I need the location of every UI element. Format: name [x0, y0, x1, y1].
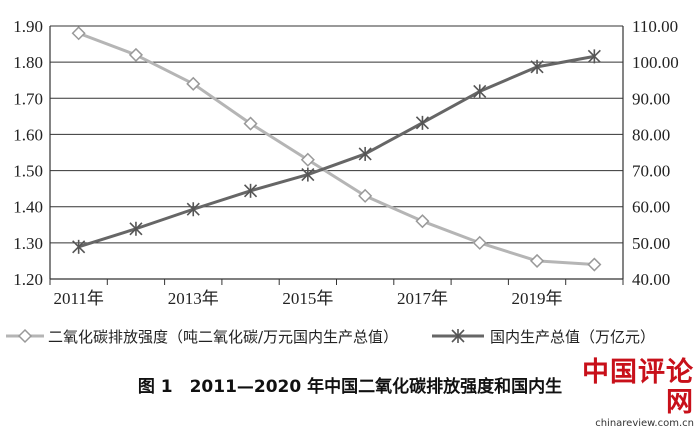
left-axis-ticks: 1.20 1.30 1.40 1.50 1.60 1.70 1.80 1.90 [13, 17, 43, 289]
data-point-intensity [186, 76, 201, 91]
data-point-gdp [587, 49, 601, 64]
series-line-gdp [78, 54, 595, 249]
axes [49, 26, 624, 285]
series-line-intensity [78, 31, 595, 267]
x-axis-ticks: 2011年 2013年 2015年 2017年 2019年 [53, 289, 562, 308]
right-tick-label: 110.00 [632, 17, 678, 36]
watermark-text: 中国评论网 [582, 357, 694, 418]
gridlines [50, 25, 623, 244]
left-tick-label: 1.90 [13, 17, 43, 36]
x-tick-label: 2013年 [168, 289, 219, 308]
left-tick-label: 1.60 [13, 125, 43, 144]
x-tick-label: 2019年 [512, 289, 563, 308]
legend-item-gdp: 国内生产总值（万亿元） [432, 328, 655, 346]
data-point-gdp [186, 202, 200, 217]
legend: 二氧化碳排放强度（吨二氧化碳/万元国内生产总值） 国内生产总值（万亿元） [6, 328, 655, 346]
left-tick-label: 1.80 [13, 53, 43, 72]
right-tick-label: 40.00 [632, 270, 670, 289]
legend-marker-diamond [17, 328, 33, 344]
data-point-gdp [358, 146, 372, 161]
data-point-gdp [530, 59, 544, 74]
left-tick-label: 1.50 [13, 162, 43, 181]
series-markers [71, 26, 602, 272]
legend-label-gdp: 国内生产总值（万亿元） [490, 328, 655, 346]
left-tick-label: 1.40 [13, 198, 43, 217]
right-tick-label: 90.00 [632, 89, 670, 108]
left-tick-label: 1.20 [13, 270, 43, 289]
data-point-gdp [415, 115, 430, 130]
watermark-url: chinareview.com.cn [595, 418, 694, 429]
data-point-intensity [472, 235, 487, 250]
legend-swatch-gdp-marker [451, 329, 465, 343]
data-point-intensity [415, 214, 430, 229]
legend-item-intensity: 二氧化碳排放强度（吨二氧化碳/万元国内生产总值） [6, 328, 398, 346]
data-point-gdp [72, 239, 86, 254]
data-point-intensity [243, 116, 258, 131]
series-lines [78, 31, 595, 267]
x-tick-label: 2017年 [397, 289, 448, 308]
legend-swatch-intensity-marker [17, 328, 33, 344]
data-point-intensity [587, 257, 602, 272]
left-tick-label: 1.30 [13, 234, 43, 253]
data-point-gdp [473, 84, 487, 99]
right-tick-label: 100.00 [632, 53, 679, 72]
data-point-gdp [301, 167, 315, 182]
x-tick-label: 2011年 [53, 289, 103, 308]
data-point-intensity [529, 253, 545, 268]
data-point-intensity [358, 188, 373, 203]
data-point-intensity [71, 26, 86, 41]
data-point-intensity [300, 152, 315, 167]
right-tick-label: 70.00 [632, 162, 670, 181]
left-tick-label: 1.70 [13, 89, 43, 108]
data-point-intensity [128, 47, 144, 62]
x-tick-label: 2015年 [282, 289, 333, 308]
right-tick-label: 60.00 [632, 198, 670, 217]
legend-label-intensity: 二氧化碳排放强度（吨二氧化碳/万元国内生产总值） [48, 328, 398, 346]
right-axis-ticks: 40.00 50.00 60.00 70.00 80.00 90.00 100.00 110.… [632, 17, 679, 289]
data-point-gdp [243, 183, 258, 198]
dual-axis-line-chart: 1.20 1.30 1.40 1.50 1.60 1.70 1.80 1.90 40.00 50… [6, 17, 679, 346]
legend-marker-asterisk [451, 329, 465, 343]
figure-caption: 图 1 2011—2020 年中国二氧化碳排放强度和国内生 [137, 377, 563, 397]
data-point-gdp [129, 221, 143, 236]
right-tick-label: 50.00 [632, 234, 670, 253]
watermark-logo: 中国评论网 chinareview.com.cn [566, 358, 694, 430]
right-tick-label: 80.00 [632, 125, 670, 144]
